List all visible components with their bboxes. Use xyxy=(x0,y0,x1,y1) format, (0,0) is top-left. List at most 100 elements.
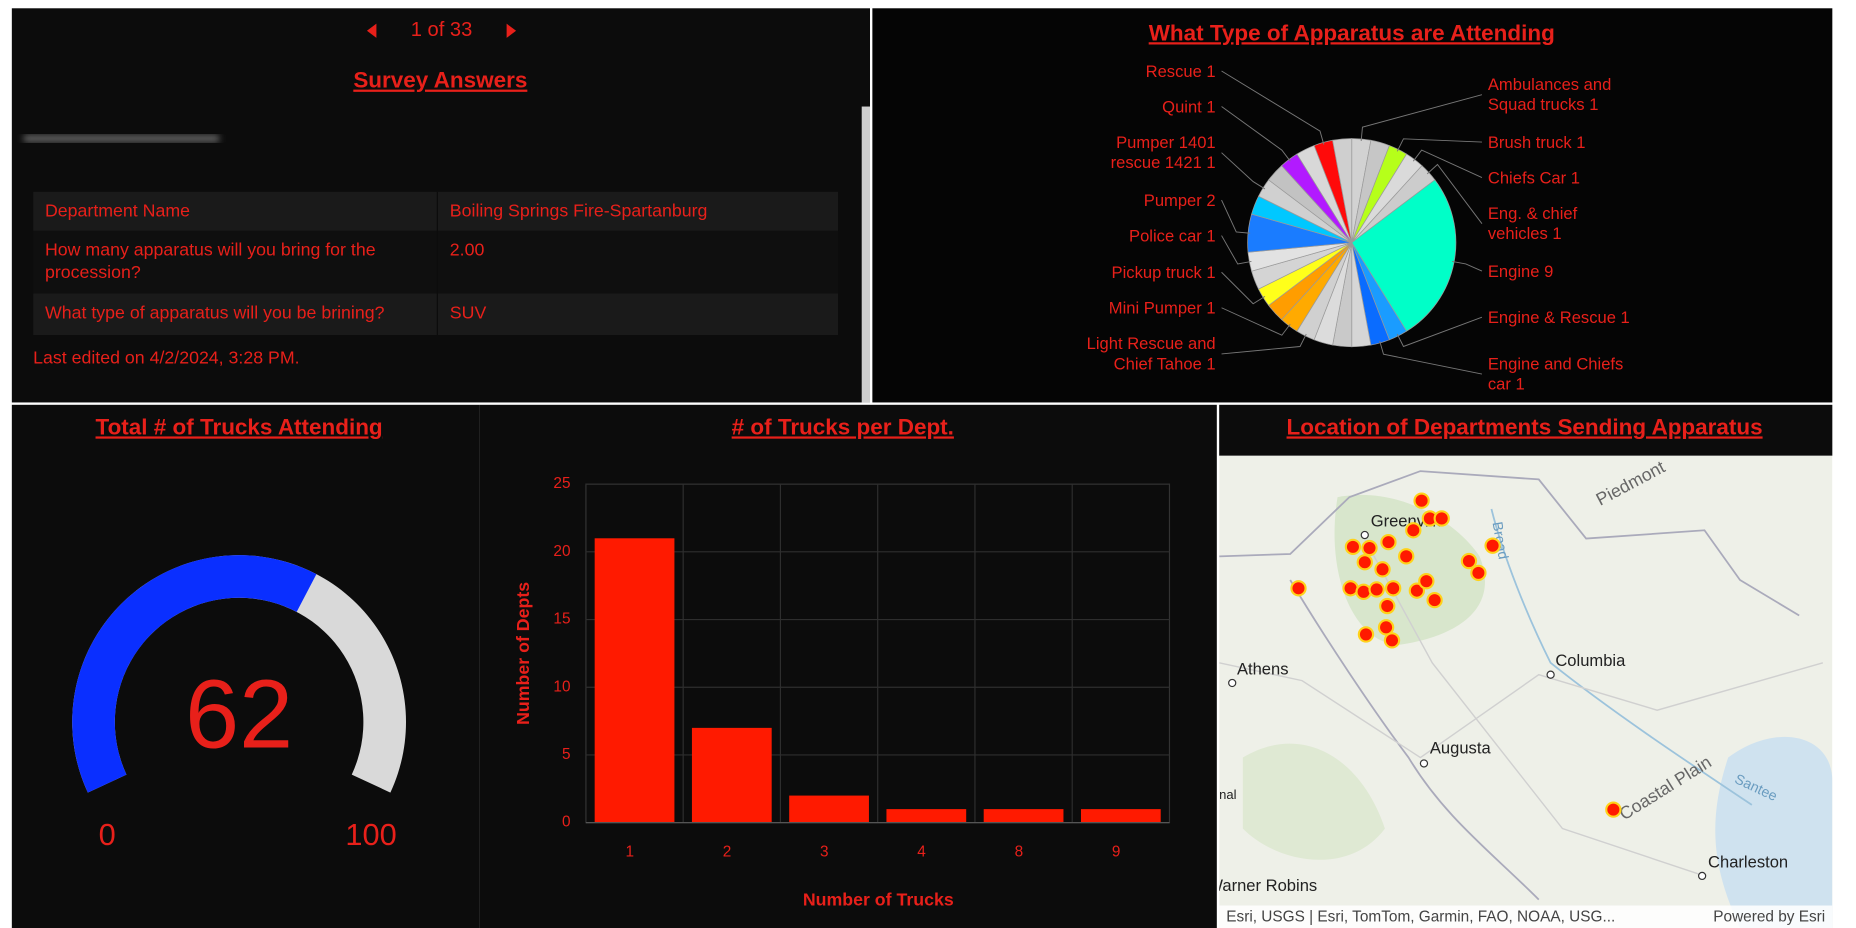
map-label: Athens xyxy=(1237,659,1289,678)
pie-label-text: Engine and Chiefs car 1 xyxy=(1488,350,1630,397)
city-dot xyxy=(1228,678,1237,688)
pie-label: Pumper 2 xyxy=(1144,189,1216,209)
pie-label-wrap: Mini Pumper 1 xyxy=(1109,298,1216,318)
pie-label-value: 2 xyxy=(1206,189,1216,209)
pie-label-value: 9 xyxy=(1544,261,1554,280)
state-border xyxy=(1219,470,1800,617)
map-label: nal xyxy=(1219,787,1236,802)
pie-label-name: Engine and Chiefs car xyxy=(1487,353,1624,393)
map-marker xyxy=(1355,583,1372,601)
gauge-title: Total # of Trucks Attending xyxy=(96,414,383,439)
pie-label-text: Brush truck 1 xyxy=(1488,118,1630,165)
leader-line xyxy=(1360,94,1483,142)
leader-line xyxy=(1221,307,1291,336)
pie-label-wrap: Police car 1 xyxy=(1129,225,1216,245)
leader-line xyxy=(1412,149,1483,178)
map-marker xyxy=(1484,537,1501,554)
map-label: Augusta xyxy=(1430,739,1492,758)
pie-label-name: Engine xyxy=(1487,261,1540,280)
pie-label: Pumper 1401 rescue 1421 1 xyxy=(1074,129,1216,176)
pie-label-name: Ambulances and Squad trucks xyxy=(1487,74,1612,114)
city-dot xyxy=(1360,530,1369,540)
pie-label-wrap: Engine and Chiefs car 1 xyxy=(1488,354,1630,394)
table-row: What type of apparatus will you be brini… xyxy=(33,293,839,335)
x-tick-label: 3 xyxy=(820,843,829,860)
road xyxy=(1219,662,1824,759)
pie-label-name: Quint xyxy=(1162,96,1202,116)
map-label: Warner Robins xyxy=(1207,876,1317,895)
pie-label-wrap: Rescue 1 xyxy=(1146,61,1216,81)
pie-label: Brush truck 1 xyxy=(1488,118,1630,165)
pie-label: Pickup truck 1 xyxy=(1074,249,1216,296)
markers xyxy=(1290,492,1622,818)
pie-label-wrap: Brush truck 1 xyxy=(1488,132,1586,152)
x-tick-label: 8 xyxy=(1015,843,1024,860)
pie-label-wrap: Engine 9 xyxy=(1488,261,1553,281)
x-tick-label: 4 xyxy=(917,843,926,860)
pie-label-text: Ambulances and Squad trucks 1 xyxy=(1488,71,1630,118)
pie-label-value: 1 xyxy=(1570,167,1581,187)
scrollbar[interactable] xyxy=(861,106,870,403)
field-label: Department Name xyxy=(33,191,438,231)
pie-label: Mini Pumper 1 xyxy=(1109,298,1216,318)
x-tick-label: 1 xyxy=(626,843,635,860)
water xyxy=(1715,736,1833,928)
leader-line xyxy=(1396,138,1482,152)
pie-label-value: 1 xyxy=(1206,152,1216,172)
pie-label-value: 1 xyxy=(1206,297,1216,317)
pie-label: Light Rescue and Chief Tahoe 1 xyxy=(1074,334,1216,374)
leader-line xyxy=(1221,199,1251,234)
pie-label-wrap: Pickup truck 1 xyxy=(1112,262,1216,282)
map-marker xyxy=(1368,581,1385,598)
pie-label-text: Chiefs Car 1 xyxy=(1488,154,1630,201)
powered-by[interactable]: Powered by Esri xyxy=(1713,908,1825,925)
y-tick-label: 25 xyxy=(553,475,570,492)
map-marker xyxy=(1357,626,1375,643)
field-label: How many apparatus will you bring for th… xyxy=(33,230,438,294)
leader-line xyxy=(1221,106,1291,162)
map[interactable]: Greenville Piedmont Broad Athens Columbi… xyxy=(1207,455,1833,928)
pie-label-name: Pickup truck xyxy=(1111,262,1202,282)
field-value: Boiling Springs Fire-Spartanburg xyxy=(449,201,708,222)
pie-label-name: Engine & Rescue xyxy=(1487,307,1616,327)
pie-label-wrap: Engine & Rescue 1 xyxy=(1488,307,1630,327)
table-row: How many apparatus will you bring for th… xyxy=(33,230,839,294)
y-axis-label: Number of Depts xyxy=(513,582,533,725)
pie-label-name: Eng. & chief vehicles xyxy=(1487,203,1578,243)
pie-label-text: Eng. & chief vehicles 1 xyxy=(1488,200,1630,247)
pie-label: Chiefs Car 1 xyxy=(1488,154,1630,201)
bar xyxy=(691,727,772,823)
pie-label-wrap: Pumper 1401 rescue 1421 1 xyxy=(1074,133,1216,173)
bar-title: # of Trucks per Dept. xyxy=(732,414,954,439)
city-dot xyxy=(1697,871,1707,881)
map-marker xyxy=(1413,492,1430,509)
pie-label: Quint 1 xyxy=(1162,96,1215,116)
forest-area xyxy=(1242,743,1385,860)
pie-label-wrap: Light Rescue and Chief Tahoe 1 xyxy=(1074,334,1216,374)
pie-label-name: Brush truck xyxy=(1487,131,1572,151)
bar xyxy=(886,809,967,823)
map-label: Columbia xyxy=(1555,651,1626,670)
forest-area xyxy=(1334,494,1485,646)
map-marker xyxy=(1374,561,1391,578)
pie-label-value: 1 xyxy=(1206,225,1216,245)
next-button[interactable] xyxy=(506,23,517,38)
pie-label-text: Engine 9 xyxy=(1488,247,1630,294)
leader-line xyxy=(1221,271,1266,305)
field-value: 2.00 xyxy=(449,240,485,261)
pie-label-value: 1 xyxy=(1620,307,1630,327)
pie-label-name: Mini Pumper xyxy=(1108,297,1202,317)
pie-label-text: Pumper 1401 rescue 1421 1 xyxy=(1074,129,1216,176)
pie-label-text: Pickup truck 1 xyxy=(1074,249,1216,296)
prev-button[interactable] xyxy=(366,23,377,38)
pie-label-value: 1 xyxy=(1206,262,1216,282)
leader-line xyxy=(1379,340,1483,375)
y-tick-label: 15 xyxy=(553,611,570,628)
pie-label-name: Rescue xyxy=(1145,60,1202,80)
pie-label-name: Police car xyxy=(1129,225,1202,245)
bar xyxy=(1080,809,1161,823)
attribution: Esri, USGS | Esri, TomTom, Garmin, FAO, … xyxy=(1226,908,1615,925)
pie-label-text: Police car 1 xyxy=(1074,212,1216,259)
pager-label: 1 of 33 xyxy=(411,19,473,41)
